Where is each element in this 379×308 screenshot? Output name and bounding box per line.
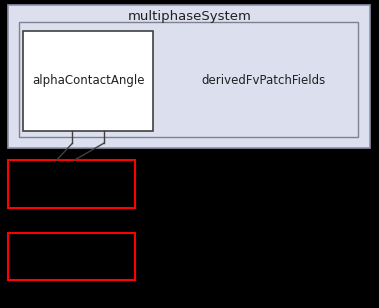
Text: alphaContactAngle: alphaContactAngle <box>32 74 144 87</box>
Bar <box>8 233 135 280</box>
Text: multiphaseSystem: multiphaseSystem <box>127 10 251 23</box>
Bar <box>23 31 153 131</box>
Text: derivedFvPatchFields: derivedFvPatchFields <box>201 74 326 87</box>
Bar <box>8 160 135 208</box>
Bar <box>19 22 358 137</box>
Bar <box>8 5 370 148</box>
